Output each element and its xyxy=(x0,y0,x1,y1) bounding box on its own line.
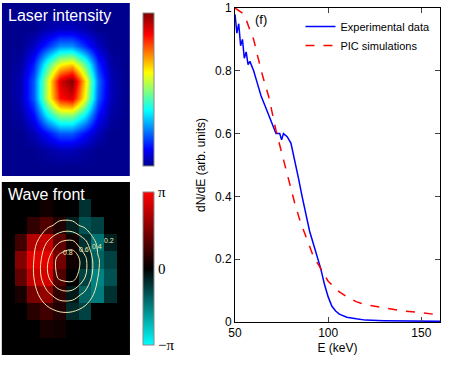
svg-text:0.8: 0.8 xyxy=(63,249,73,256)
svg-text:Experimental data: Experimental data xyxy=(340,21,430,33)
svg-text:100: 100 xyxy=(318,326,338,340)
svg-text:0.2: 0.2 xyxy=(215,252,232,266)
svg-text:Wave front: Wave front xyxy=(8,186,85,203)
svg-text:0.4: 0.4 xyxy=(92,243,102,250)
svg-text:0.6: 0.6 xyxy=(79,246,89,253)
svg-text:0.6: 0.6 xyxy=(215,127,232,141)
svg-text:Laser intensity: Laser intensity xyxy=(8,7,111,24)
svg-text:E (keV): E (keV) xyxy=(317,341,357,355)
svg-text:0.2: 0.2 xyxy=(104,237,114,244)
svg-text:−π: −π xyxy=(158,337,174,353)
svg-text:0: 0 xyxy=(225,315,232,329)
svg-text:50: 50 xyxy=(228,326,242,340)
svg-text:0: 0 xyxy=(158,261,166,277)
svg-text:dN/dE (arb. units): dN/dE (arb. units) xyxy=(194,118,208,212)
svg-text:0.8: 0.8 xyxy=(215,64,232,78)
svg-text:150: 150 xyxy=(411,326,431,340)
svg-text:π: π xyxy=(158,184,166,200)
svg-text:1: 1 xyxy=(225,1,232,15)
svg-text:(f): (f) xyxy=(255,12,267,27)
svg-text:PIC simulations: PIC simulations xyxy=(340,40,417,52)
svg-text:0.4: 0.4 xyxy=(215,190,232,204)
